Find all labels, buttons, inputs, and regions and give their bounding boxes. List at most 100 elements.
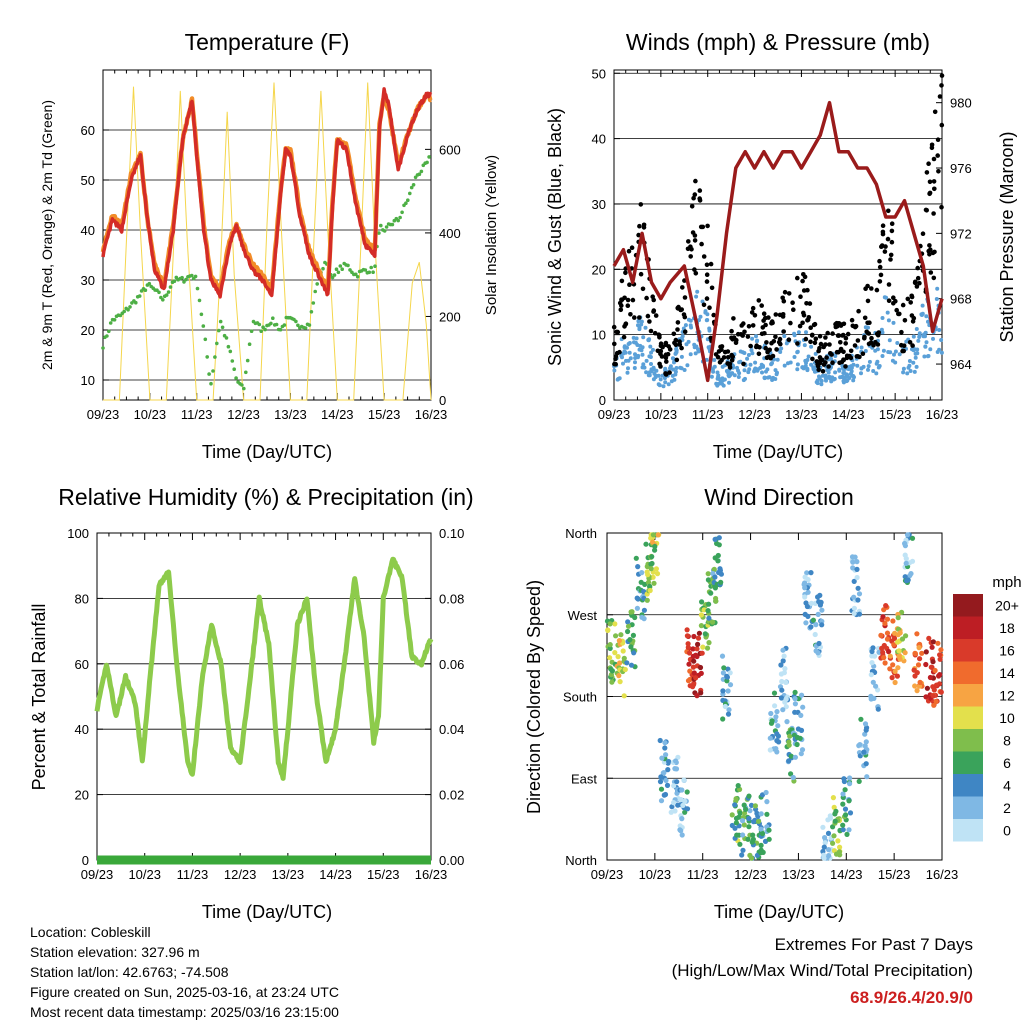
wind-direction-point bbox=[923, 661, 929, 668]
wind-direction-point bbox=[774, 709, 780, 715]
dewpoint-point bbox=[309, 310, 314, 314]
gust-point bbox=[774, 347, 779, 352]
wind-direction-point bbox=[815, 650, 821, 656]
gust-point bbox=[699, 241, 704, 247]
sonic-wind-point bbox=[796, 330, 801, 335]
gust-point bbox=[830, 331, 835, 336]
sonic-wind-point bbox=[939, 338, 944, 342]
wind-direction-point bbox=[869, 660, 875, 666]
winds-plot: 09/23 10/23 11/23 12/23 13/23 14/23 15/23 16/23… bbox=[592, 66, 972, 422]
wind-direction-point bbox=[705, 577, 712, 583]
sonic-wind-point bbox=[625, 370, 630, 375]
gust-point bbox=[725, 355, 731, 360]
dewpoint-point bbox=[282, 323, 287, 327]
wind-direction-point bbox=[870, 679, 876, 685]
sonic-wind-point bbox=[773, 377, 778, 381]
sonic-wind-point bbox=[746, 353, 751, 357]
wind-direction-point bbox=[725, 688, 731, 694]
wind-direction-point bbox=[750, 832, 756, 838]
sonic-wind-point bbox=[766, 375, 771, 380]
winds-y2-tick-label: 980 bbox=[950, 96, 972, 111]
wind-direction-point bbox=[660, 770, 666, 776]
gust-point bbox=[752, 313, 758, 318]
wind-direction-point bbox=[766, 836, 772, 842]
colorbar-swatch bbox=[953, 751, 983, 774]
gust-point bbox=[623, 322, 628, 327]
sonic-wind-point bbox=[640, 352, 645, 357]
wind-direction-point bbox=[790, 774, 796, 781]
wind-direction-point bbox=[760, 849, 766, 856]
gust-point bbox=[682, 329, 688, 335]
gust-point bbox=[894, 307, 899, 313]
wind-direction-point bbox=[732, 825, 738, 831]
sonic-wind-point bbox=[934, 297, 939, 301]
sonic-wind-point bbox=[795, 367, 800, 372]
sonic-wind-point bbox=[683, 323, 688, 328]
gust-point bbox=[761, 318, 766, 323]
wind-direction-point bbox=[931, 687, 937, 693]
gust-point bbox=[778, 341, 783, 347]
wind-direction-point bbox=[847, 810, 854, 816]
gust-point bbox=[764, 355, 770, 360]
wind-direction-point bbox=[710, 619, 716, 625]
gust-point bbox=[682, 314, 688, 320]
gust-point bbox=[798, 294, 803, 300]
dewpoint-point bbox=[334, 267, 339, 272]
sonic-wind-point bbox=[935, 350, 940, 354]
wind-direction-point bbox=[673, 758, 679, 764]
gust-point bbox=[877, 258, 882, 264]
gust-point bbox=[869, 286, 874, 291]
wind-direction-point bbox=[855, 597, 861, 603]
wind-direction-point bbox=[722, 703, 728, 710]
wind-direction-x-tick-label: 11/23 bbox=[687, 867, 719, 882]
wind-direction-x-tick-label: 14/23 bbox=[830, 867, 863, 882]
sonic-wind-point bbox=[709, 374, 714, 379]
temperature-y2-tick-label: 0 bbox=[439, 393, 446, 408]
wind-direction-point bbox=[856, 778, 862, 785]
gust-point bbox=[627, 282, 632, 288]
dewpoint-point bbox=[411, 183, 416, 187]
gust-point bbox=[877, 264, 883, 270]
sonic-wind-point bbox=[703, 310, 708, 315]
gust-point bbox=[923, 207, 929, 213]
wind-direction-point bbox=[625, 628, 631, 635]
gust-point bbox=[844, 355, 850, 361]
dewpoint-point bbox=[201, 324, 206, 328]
temperature-x-tick-label: 11/23 bbox=[181, 407, 213, 422]
winds-panel: Winds (mph) & Pressure (mb) 09/23 10/23 11… bbox=[545, 29, 1017, 462]
wind-direction-point bbox=[880, 614, 886, 620]
sonic-wind-point bbox=[912, 369, 917, 374]
wind-direction-point bbox=[625, 623, 632, 629]
dewpoint-point bbox=[348, 268, 352, 272]
sonic-wind-point bbox=[760, 370, 764, 375]
gust-point bbox=[625, 297, 631, 303]
gust-point bbox=[889, 228, 895, 234]
gust-point bbox=[645, 313, 651, 319]
dewpoint-point bbox=[371, 270, 375, 275]
gust-point bbox=[657, 361, 662, 367]
wind-direction-point bbox=[669, 804, 675, 810]
sonic-wind-point bbox=[893, 360, 898, 365]
wind-direction-point bbox=[705, 608, 711, 614]
extremes-subtitle: (High/Low/Max Wind/Total Precipitation) bbox=[671, 961, 973, 980]
sonic-wind-point bbox=[679, 354, 684, 359]
wind-direction-point bbox=[737, 810, 743, 816]
sonic-wind-point bbox=[802, 343, 807, 348]
sonic-wind-point bbox=[661, 384, 666, 389]
sonic-wind-point bbox=[819, 378, 824, 383]
wind-direction-point bbox=[696, 630, 703, 636]
winds-x-tick-label: 12/23 bbox=[738, 407, 771, 422]
wind-direction-point bbox=[679, 816, 685, 822]
wind-direction-point bbox=[926, 635, 932, 642]
temperature-plot: 09/23 10/23 11/23 12/23 13/23 14/23 15/23 16/23… bbox=[81, 69, 461, 422]
winds-x-tick-label: 15/23 bbox=[879, 407, 912, 422]
sonic-wind-point bbox=[837, 367, 842, 372]
gust-point bbox=[653, 313, 659, 318]
sonic-wind-point bbox=[698, 314, 703, 319]
gust-point bbox=[705, 223, 710, 229]
sonic-wind-point bbox=[842, 370, 847, 375]
gust-point bbox=[812, 321, 818, 327]
wind-direction-point bbox=[628, 644, 634, 650]
sonic-wind-point bbox=[921, 334, 926, 339]
wind-direction-point bbox=[763, 789, 769, 796]
